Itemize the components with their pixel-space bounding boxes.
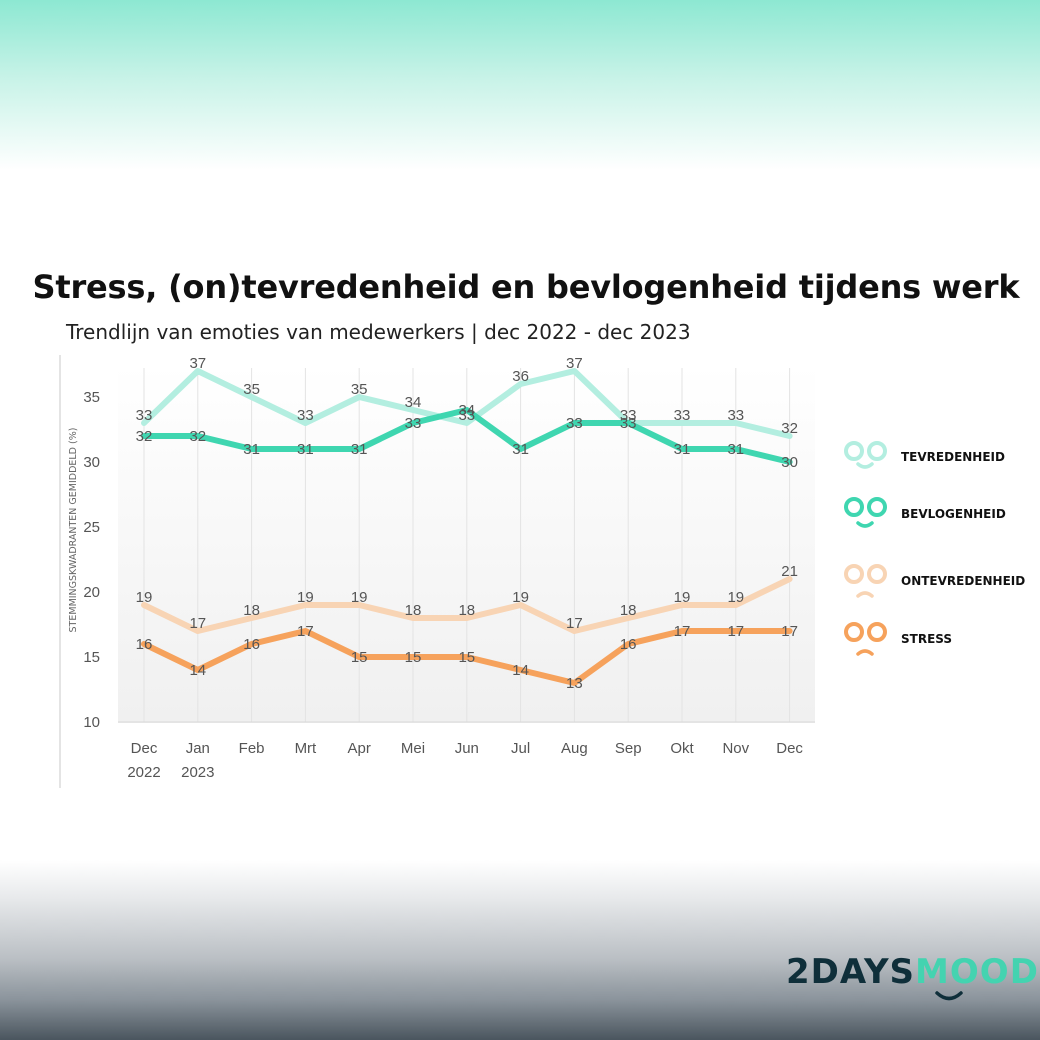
data-label: 19: [727, 589, 744, 606]
x-tick-label: 2022: [127, 764, 160, 781]
data-label: 17: [727, 623, 744, 640]
x-tick-label: Dec: [131, 740, 158, 757]
data-label: 33: [297, 407, 314, 424]
data-label: 33: [136, 407, 153, 424]
data-label: 31: [512, 441, 529, 458]
legend-label-stress: STRESS: [901, 632, 953, 646]
data-label: 33: [458, 407, 475, 424]
legend-item-bevlogenheid: BEVLOGENHEID: [840, 493, 1040, 533]
x-tick-label: Jul: [511, 740, 530, 757]
data-label: 19: [351, 589, 368, 606]
x-tick-label: Apr: [348, 740, 371, 757]
data-label: 18: [243, 602, 260, 619]
x-tick-label: Jun: [455, 740, 479, 757]
legend-label-bevlogenheid: BEVLOGENHEID: [901, 507, 1006, 521]
x-tick-label: Mei: [401, 740, 425, 757]
x-tick-label: Feb: [239, 740, 265, 757]
data-label: 37: [189, 355, 206, 372]
legend-item-tevredenheid: TEVREDENHEID: [840, 436, 1040, 476]
series-line-tevredenheid: [141, 368, 793, 439]
legend-item-stress: STRESS: [840, 618, 1040, 658]
data-label: 31: [674, 441, 691, 458]
legend-label-tevredenheid: TEVREDENHEID: [901, 450, 1005, 464]
x-tick-label: Mrt: [295, 740, 317, 757]
data-label: 31: [351, 441, 368, 458]
brand-logo-part2: MOOD: [915, 952, 1039, 992]
data-label: 33: [405, 415, 422, 432]
data-label: 19: [136, 589, 153, 606]
chart-title: Stress, (on)tevredenheid en bevlogenheid…: [32, 268, 1020, 306]
data-label: 15: [405, 649, 422, 666]
data-label: 18: [458, 602, 475, 619]
x-tick-label: Sep: [615, 740, 642, 757]
data-label: 33: [674, 407, 691, 424]
data-label: 17: [566, 615, 583, 632]
x-tick-label: 2023: [181, 764, 214, 781]
data-label: 37: [566, 355, 583, 372]
unhappy-face-icon: [844, 564, 887, 598]
data-label: 19: [512, 589, 529, 606]
x-tick-label: Aug: [561, 740, 588, 757]
data-label: 16: [136, 636, 153, 653]
data-label: 33: [620, 407, 637, 424]
data-label: 17: [297, 623, 314, 640]
data-label: 17: [189, 615, 206, 632]
data-label: 16: [243, 636, 260, 653]
data-label: 34: [458, 402, 475, 419]
y-tick-label: 15: [83, 649, 100, 666]
data-label: 35: [351, 381, 368, 398]
data-label: 32: [189, 428, 206, 445]
y-tick-label: 25: [83, 519, 100, 536]
data-label: 33: [727, 407, 744, 424]
data-label: 30: [781, 454, 798, 471]
y-axis-label: STEMMINGSKWADRANTEN GEMIDDELD (%): [68, 428, 79, 633]
data-label: 35: [243, 381, 260, 398]
data-label: 15: [351, 649, 368, 666]
series-line-ontevredenheid: [141, 576, 793, 634]
data-label: 32: [136, 428, 153, 445]
legend-item-ontevredenheid: ONTEVREDENHEID: [840, 560, 1040, 600]
data-label: 33: [620, 415, 637, 432]
data-label: 32: [781, 420, 798, 437]
data-label: 16: [620, 636, 637, 653]
data-label: 14: [512, 662, 529, 679]
data-label: 31: [243, 441, 260, 458]
y-tick-label: 35: [83, 389, 100, 406]
x-tick-label: Okt: [670, 740, 694, 757]
happy-face-icon: [844, 441, 887, 469]
brand-logo-part1: 2DAYS: [786, 952, 916, 992]
chart-subtitle: Trendlijn van emoties van medewerkers | …: [66, 320, 691, 344]
data-label: 21: [781, 563, 798, 580]
data-label: 14: [189, 662, 206, 679]
data-label: 18: [405, 602, 422, 619]
brand-smile-icon: [935, 991, 963, 1001]
series-line-bevlogenheid: [141, 407, 793, 465]
data-label: 15: [458, 649, 475, 666]
energized-face-icon: [844, 497, 887, 528]
y-tick-label: 10: [83, 714, 100, 731]
data-label: 33: [566, 415, 583, 432]
data-label: 31: [297, 441, 314, 458]
data-label: 31: [727, 441, 744, 458]
data-label: 18: [620, 602, 637, 619]
data-label: 19: [297, 589, 314, 606]
data-label: 34: [405, 394, 422, 411]
legend-label-ontevredenheid: ONTEVREDENHEID: [901, 574, 1026, 588]
stressed-face-icon: [844, 622, 887, 656]
brand-logo: 2DAYSMOOD: [786, 952, 1039, 992]
data-label: 19: [674, 589, 691, 606]
data-label: 17: [674, 623, 691, 640]
x-tick-label: Dec: [776, 740, 803, 757]
data-label: 17: [781, 623, 798, 640]
y-tick-label: 30: [83, 454, 100, 471]
data-label: 13: [566, 675, 583, 692]
y-tick-label: 20: [83, 584, 100, 601]
series-line-stress: [141, 628, 793, 686]
data-label: 36: [512, 368, 529, 385]
x-tick-label: Nov: [722, 740, 749, 757]
x-tick-label: Jan: [186, 740, 210, 757]
